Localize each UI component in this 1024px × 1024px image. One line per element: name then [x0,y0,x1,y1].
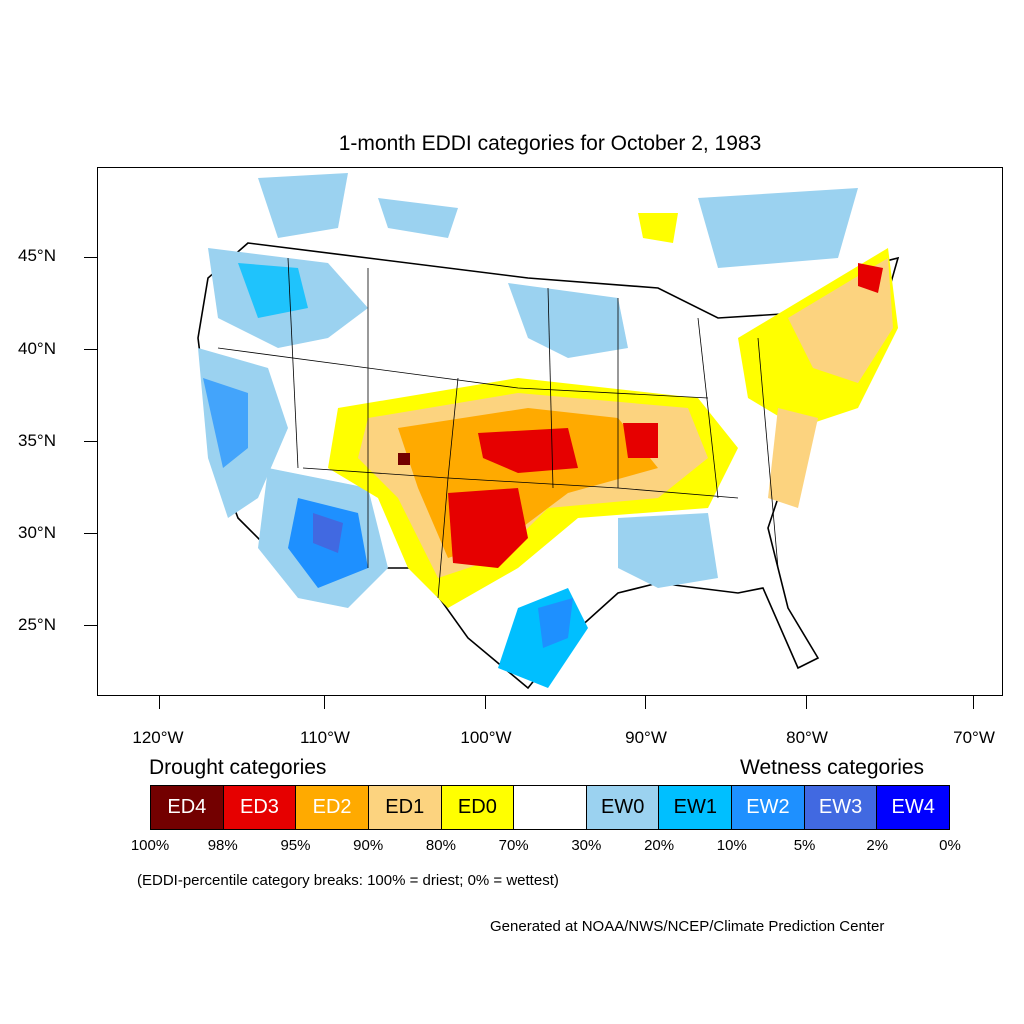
legend-category-ed4: ED4 [151,786,224,829]
lat-label-40n: 40°N [18,339,56,358]
percent-break-label: 5% [793,837,816,854]
wet-region-upper-midwest [508,283,628,358]
wet-region-california-ew2 [203,378,248,468]
percent-break-label: 80% [425,837,456,854]
drought-region-plains-ed3a [448,488,528,568]
credit-line: Generated at NOAA/NWS/NCEP/Climate Predi… [490,918,885,935]
lon-tick [645,696,646,709]
lat-label-35n: 35°N [18,431,56,450]
drought-region-southeast-ed1 [768,408,818,508]
drought-region-northeast-ed3 [858,263,883,293]
lat-label-25n: 25°N [18,615,56,634]
lat-tick [84,257,97,258]
percent-break-label: 0% [939,837,961,854]
percent-break-label: 20% [644,837,675,854]
drought-categories-heading: Drought categories [149,756,327,779]
lon-label-90w: 90°W [625,728,667,747]
drought-region-ed4-spot [398,453,410,465]
legend-category-ew0: EW0 [586,786,660,829]
wet-region-canada-west [258,173,348,238]
legend-category-ew3: EW3 [804,786,878,829]
lon-label-100w: 100°W [460,728,512,747]
lon-tick [159,696,160,709]
legend-category-neutral [514,786,587,829]
lon-label-70w: 70°W [953,728,995,747]
lon-label-80w: 80°W [786,728,828,747]
map-panel[interactable] [97,167,1003,696]
percent-break-label: 30% [571,837,602,854]
legend-category-ed0: ED0 [441,786,515,829]
legend-category-ew4: EW4 [877,786,950,829]
percent-break-label: 100% [130,837,170,854]
lat-label-45n: 45°N [18,246,56,265]
lat-tick [84,533,97,534]
wet-region-southwest-ew3 [313,513,343,553]
lat-tick [84,349,97,350]
map-title: 1-month EDDI categories for October 2, 1… [338,132,762,155]
wet-region-gulf-ew2 [538,598,573,648]
lat-tick [84,625,97,626]
drought-region-canada-ed0 [638,213,678,243]
legend-category-ed3: ED3 [223,786,297,829]
lon-tick [973,696,974,709]
us-eddi-map [197,173,900,690]
legend-category-ed1: ED1 [368,786,442,829]
lon-tick [324,696,325,709]
percent-break-label: 98% [207,837,238,854]
lon-tick [485,696,486,709]
wet-region-canada [698,188,858,268]
percent-break-label: 2% [866,837,889,854]
wet-region-canada-mid [378,198,458,238]
lat-tick [84,441,97,442]
wet-region-southeast [618,513,718,588]
boundary-lines [217,242,779,599]
legend-category-ed2: ED2 [296,786,369,829]
wetness-categories-heading: Wetness categories [740,756,925,779]
category-legend-bar: ED4 ED3 ED2 ED1 ED0 EW0 EW1 EW2 EW3 EW4 [150,785,950,830]
percent-break-label: 90% [353,837,384,854]
percent-break-label: 95% [280,837,311,854]
drought-region-plains-ed3c [623,423,658,458]
legend-category-ew2: EW2 [732,786,805,829]
drought-region-northeast-ed1 [788,258,893,383]
percent-break-label: 70% [498,837,529,854]
percent-break-label: 10% [716,837,747,854]
lon-label-120w: 120°W [132,728,184,747]
lon-tick [806,696,807,709]
drought-region-plains-ed3b [478,428,578,473]
lon-label-110w: 110°W [300,728,350,747]
legend-category-ew1: EW1 [659,786,733,829]
lat-label-30n: 30°N [18,523,56,542]
legend-note: (EDDI-percentile category breaks: 100% =… [137,872,559,889]
